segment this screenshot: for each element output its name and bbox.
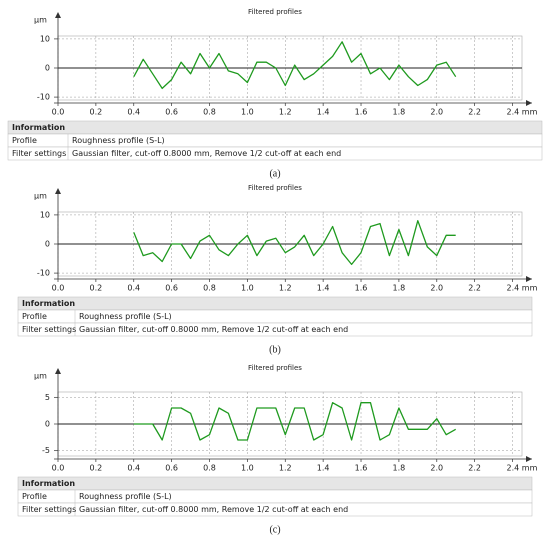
x-tick-label: 1.8 xyxy=(393,108,406,117)
x-axis-arrow xyxy=(526,276,532,282)
x-tick-label: 0.4 xyxy=(127,108,140,117)
x-tick-label: 2.0 xyxy=(430,108,443,117)
table-header-bg xyxy=(17,476,533,491)
table-cell: Gaussian filter, cut-off 0.8000 mm, Remo… xyxy=(79,325,348,334)
x-tick-label: 0.4 xyxy=(127,464,140,473)
x-tick-label: 2.2 xyxy=(468,464,481,473)
y-tick-label: 5 xyxy=(45,393,50,402)
table-cell: Filter settings xyxy=(22,325,76,334)
y-tick-label: 0 xyxy=(45,420,50,429)
y-axis-label: µm xyxy=(34,372,47,381)
x-tick-label: 0.6 xyxy=(165,284,178,293)
x-tick-label: 0.8 xyxy=(203,464,216,473)
table-cell: Roughness profile (S-L) xyxy=(79,492,172,501)
x-tick-label: 2.4 mm xyxy=(507,108,538,117)
x-tick-label: 2.2 xyxy=(468,108,481,117)
x-axis-arrow xyxy=(526,100,532,106)
y-tick-label: 10 xyxy=(40,34,50,43)
x-tick-label: 1.2 xyxy=(279,464,292,473)
x-tick-label: 0.8 xyxy=(203,108,216,117)
table-header: Information xyxy=(22,479,75,488)
table-row xyxy=(17,502,533,517)
x-tick-label: 0.2 xyxy=(90,108,103,117)
x-axis-arrow xyxy=(526,456,532,462)
x-tick-label: 1.4 xyxy=(317,464,330,473)
table-header: Information xyxy=(22,299,75,308)
caption: (b) xyxy=(269,344,281,355)
y-axis-label: µm xyxy=(34,192,47,201)
y-tick-label: -10 xyxy=(37,93,50,102)
table-header-bg xyxy=(7,120,543,135)
table-cell: Profile xyxy=(22,492,47,501)
table-cell: Profile xyxy=(22,312,47,321)
x-tick-label: 1.2 xyxy=(279,284,292,293)
x-tick-label: 0.6 xyxy=(165,108,178,117)
y-axis-arrow xyxy=(55,188,61,194)
x-tick-label: 0.2 xyxy=(90,464,103,473)
x-tick-label: 2.4 mm xyxy=(507,464,538,473)
table-header: Information xyxy=(12,123,65,132)
x-tick-label: 0.2 xyxy=(90,284,103,293)
table-cell: Gaussian filter, cut-off 0.8000 mm, Remo… xyxy=(79,505,348,514)
x-tick-label: 2.4 mm xyxy=(507,284,538,293)
x-tick-label: 1.8 xyxy=(393,284,406,293)
x-tick-label: 0.0 xyxy=(52,108,65,117)
y-tick-label: 0 xyxy=(45,64,50,73)
x-tick-label: 2.0 xyxy=(430,464,443,473)
x-tick-label: 0.8 xyxy=(203,284,216,293)
x-tick-label: 0.6 xyxy=(165,464,178,473)
chart-title: Filtered profiles xyxy=(248,184,302,192)
profile-line xyxy=(133,220,456,266)
table-cell: Gaussian filter, cut-off 0.8000 mm, Remo… xyxy=(72,149,341,158)
table-cell: Roughness profile (S-L) xyxy=(72,136,165,145)
x-tick-label: 2.2 xyxy=(468,284,481,293)
x-tick-label: 1.8 xyxy=(393,464,406,473)
x-tick-label: 1.6 xyxy=(355,284,368,293)
table-row xyxy=(17,322,533,337)
x-tick-label: 2.0 xyxy=(430,284,443,293)
table-cell: Roughness profile (S-L) xyxy=(79,312,172,321)
table-cell: Filter settings xyxy=(12,149,66,158)
y-tick-label: 10 xyxy=(40,210,50,219)
x-tick-label: 1.2 xyxy=(279,108,292,117)
y-axis-arrow xyxy=(55,12,61,18)
profile-line xyxy=(133,402,457,441)
chart-title: Filtered profiles xyxy=(248,8,302,16)
x-tick-label: 0.0 xyxy=(52,464,65,473)
y-tick-label: -10 xyxy=(37,269,50,278)
y-tick-label: -5 xyxy=(42,446,50,455)
x-tick-label: 1.0 xyxy=(241,284,254,293)
table-row xyxy=(7,146,543,161)
chart-title: Filtered profiles xyxy=(248,364,302,372)
caption: (c) xyxy=(269,524,280,535)
x-tick-label: 1.0 xyxy=(241,108,254,117)
x-tick-label: 1.6 xyxy=(355,108,368,117)
table-cell: Profile xyxy=(12,136,37,145)
x-tick-label: 1.0 xyxy=(241,464,254,473)
x-tick-label: 1.4 xyxy=(317,108,330,117)
x-tick-label: 1.6 xyxy=(355,464,368,473)
table-header-bg xyxy=(17,296,533,311)
x-tick-label: 0.0 xyxy=(52,284,65,293)
y-axis-arrow xyxy=(55,368,61,374)
table-cell: Filter settings xyxy=(22,505,76,514)
y-axis-label: µm xyxy=(34,16,47,25)
caption: (a) xyxy=(269,168,280,179)
x-tick-label: 0.4 xyxy=(127,284,140,293)
x-tick-label: 1.4 xyxy=(317,284,330,293)
y-tick-label: 0 xyxy=(45,240,50,249)
profile-line xyxy=(133,41,457,90)
